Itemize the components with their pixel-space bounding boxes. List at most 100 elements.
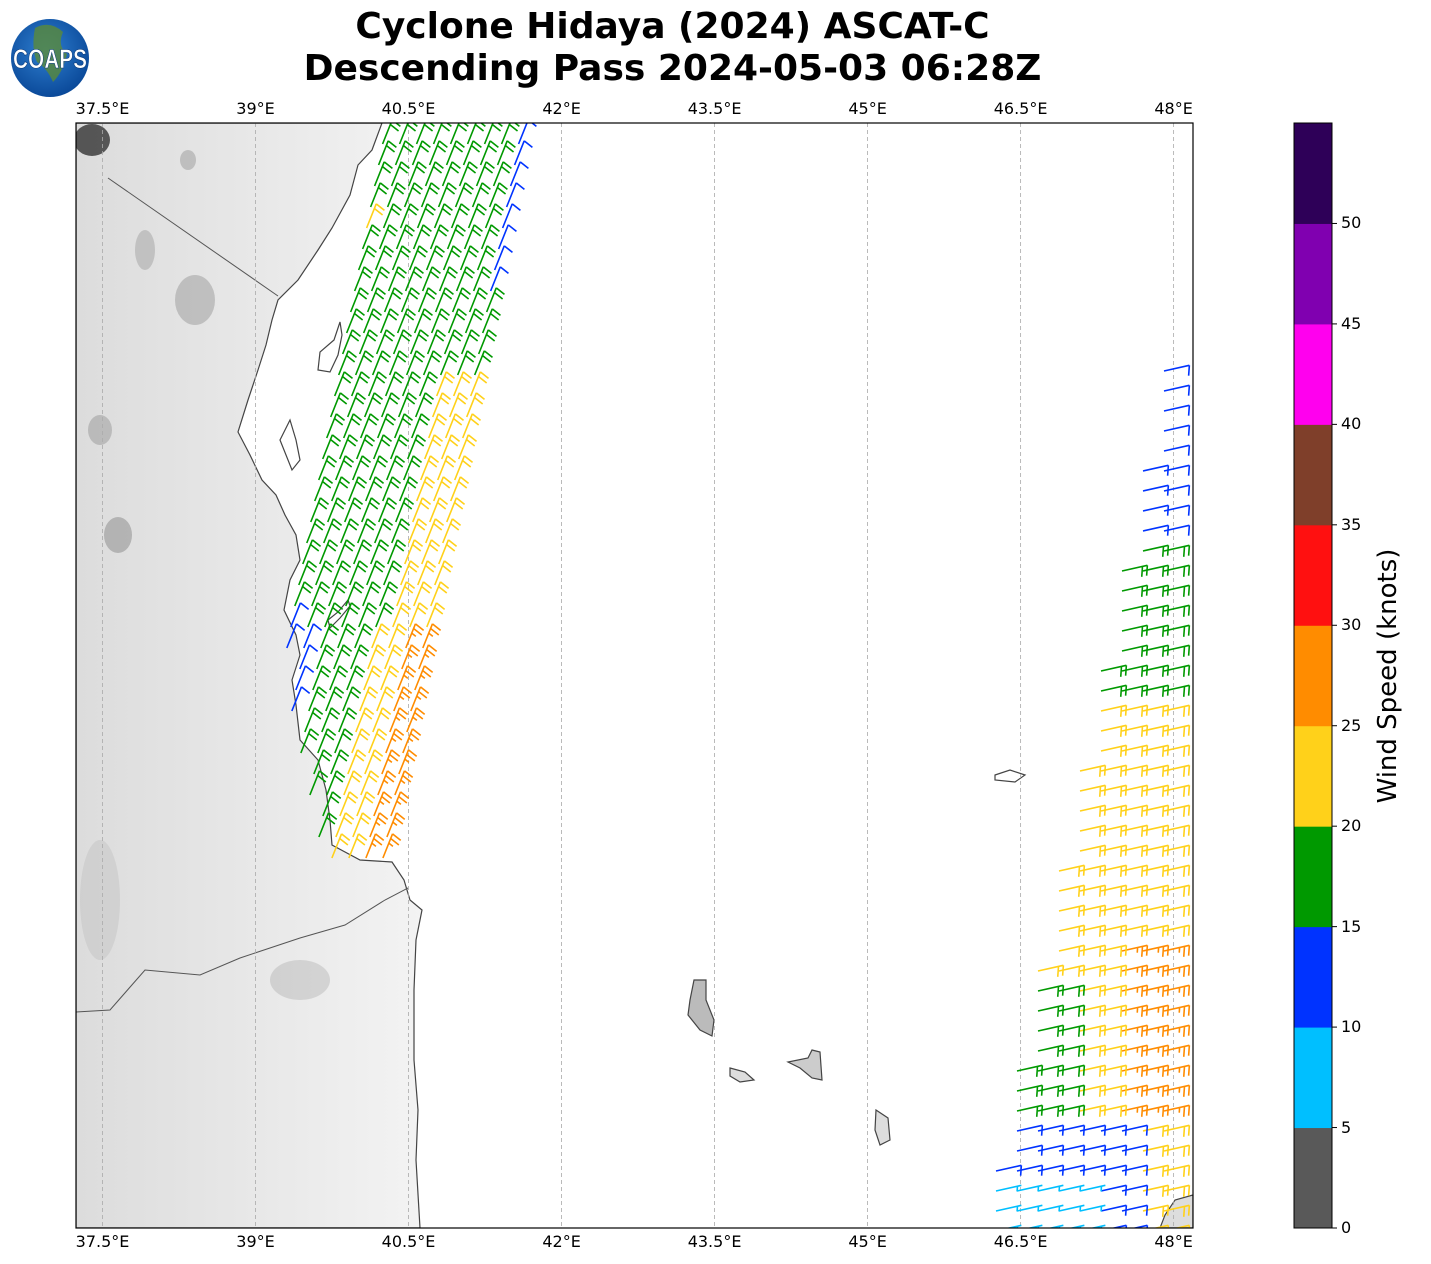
wind-barb — [995, 1164, 1023, 1176]
wind-barb — [366, 287, 386, 313]
wind-barb — [1058, 864, 1086, 877]
wind-barb — [361, 224, 381, 250]
wind-barb — [446, 224, 466, 250]
wind-barb — [337, 623, 357, 649]
wind-barb — [372, 707, 392, 733]
wind-barb — [363, 665, 383, 691]
wind-barb — [388, 350, 408, 376]
wind-barb — [330, 749, 350, 775]
wind-barb — [362, 581, 382, 607]
wind-barb — [1058, 884, 1086, 897]
lon-tick-label-bottom: 37.5°E — [75, 1232, 130, 1251]
wind-barb — [337, 350, 357, 376]
wind-barb — [348, 833, 368, 859]
colorbar-segment — [1294, 926, 1332, 1028]
wind-barb — [300, 728, 320, 754]
wind-barb — [1152, 1224, 1170, 1228]
wind-barb — [1163, 964, 1191, 977]
wind-barb — [457, 434, 478, 460]
wind-barb — [375, 602, 395, 628]
wind-barb — [1163, 384, 1191, 396]
wind-barb — [386, 812, 406, 838]
wind-barb — [389, 707, 409, 733]
wind-barb — [1100, 684, 1128, 697]
wind-barb — [294, 581, 314, 607]
wind-barb — [394, 770, 414, 796]
border-line — [76, 887, 409, 1013]
wind-barb — [334, 728, 354, 754]
wind-barb — [392, 329, 412, 355]
colorbar-tick-label: 15 — [1341, 916, 1362, 936]
lon-tick-label-top: 43.5°E — [687, 99, 742, 118]
wind-barb — [1016, 1084, 1044, 1097]
wind-barb — [1142, 1064, 1170, 1077]
wind-barb — [344, 497, 364, 523]
land-africa — [76, 123, 423, 1228]
wind-barb — [1058, 904, 1086, 917]
wind-barb — [1058, 1184, 1085, 1192]
wind-barb — [458, 161, 478, 187]
wind-barb — [439, 350, 459, 376]
wind-barb — [372, 434, 393, 460]
wind-barb — [370, 539, 390, 565]
wind-barb — [304, 707, 324, 733]
wind-barb — [373, 161, 393, 187]
colorbar-tick-label: 25 — [1341, 715, 1362, 735]
wind-barb — [354, 350, 374, 376]
colorbar-tick-label: 20 — [1341, 816, 1362, 836]
island-pemba — [279, 418, 301, 472]
wind-barb — [1079, 1204, 1106, 1212]
wind-barb — [405, 623, 425, 649]
wind-barb — [342, 413, 363, 439]
wind-barb — [1037, 1204, 1064, 1212]
wind-barb — [342, 686, 362, 712]
wind-barb — [390, 161, 410, 187]
wind-barb — [406, 707, 426, 733]
wind-barb — [505, 182, 525, 208]
wind-barb — [385, 455, 406, 481]
wind-barb — [472, 266, 492, 292]
wind-barb — [400, 287, 420, 313]
wind-barb — [343, 770, 363, 796]
wind-barb — [1079, 844, 1107, 857]
lon-tick-label-bottom: 48°E — [1154, 1232, 1193, 1251]
wind-barb — [377, 140, 397, 166]
wind-barb — [1100, 1184, 1128, 1196]
island-zanzibar — [317, 321, 343, 373]
wind-barb — [364, 749, 384, 775]
wind-barb — [1121, 624, 1149, 637]
wind-barb — [447, 308, 467, 334]
wind-barb — [381, 749, 401, 775]
wind-barb — [341, 602, 361, 628]
wind-barb — [347, 749, 367, 775]
wind-barb — [437, 182, 457, 208]
wind-barb — [1016, 1064, 1044, 1077]
wind-barb — [346, 665, 366, 691]
wind-barb — [1058, 944, 1086, 957]
wind-barb — [479, 140, 499, 166]
colorbar-tick-label: 40 — [1341, 414, 1362, 434]
wind-barb — [418, 644, 438, 670]
wind-barb — [1142, 1084, 1170, 1097]
wind-barb — [446, 497, 466, 523]
wind-barb — [435, 371, 456, 397]
wind-barb — [1142, 964, 1170, 977]
wind-barb — [339, 791, 359, 817]
wind-barb — [414, 665, 434, 691]
wind-barb — [1163, 1084, 1191, 1097]
wind-barb — [454, 182, 474, 208]
wind-barb — [357, 245, 377, 271]
wind-barb — [1079, 804, 1107, 817]
wind-barb — [380, 665, 400, 691]
wind-barb — [349, 560, 369, 586]
wind-barb — [1058, 924, 1086, 937]
wind-barb — [463, 224, 483, 250]
wind-barb — [413, 308, 433, 334]
wind-barb — [404, 266, 424, 292]
wind-barb — [1100, 704, 1128, 717]
wind-barb — [408, 518, 428, 544]
colorbar-segment — [1294, 424, 1332, 526]
wind-barb — [1121, 584, 1149, 597]
wind-barb — [324, 602, 344, 628]
wind-barb — [331, 833, 351, 859]
